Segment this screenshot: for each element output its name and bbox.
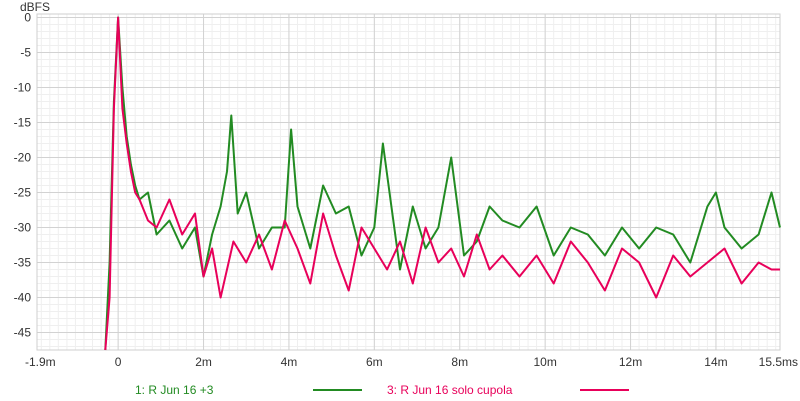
x-tick-label: -1.9m [25,355,56,369]
legend-label-1: 1: R Jun 16 +3 [135,383,214,397]
x-tick-label: 12m [619,355,642,369]
x-tick-label: 8m [451,355,468,369]
legend: 1: R Jun 16 +3 3: R Jun 16 solo cupola [135,383,629,397]
y-tick-label: -45 [14,326,32,340]
x-axis-ticks: -1.9m 0 2m 4m 6m 8m 10m 12m 14m 15.5ms [25,355,798,369]
y-tick-label: -25 [14,186,32,200]
x-tick-label: 14m [704,355,727,369]
y-axis-ticks: 0 -5 -10 -15 -20 -25 -30 -35 -40 -45 [14,11,32,340]
series-line-2 [104,16,780,351]
x-tick-label: 6m [366,355,383,369]
y-tick-label: -20 [14,151,32,165]
x-tick-label: 2m [195,355,212,369]
y-axis-unit-label: dBFS [20,0,50,14]
y-tick-label: -40 [14,291,32,305]
y-tick-label: 0 [24,11,31,25]
x-tick-label: 0 [115,355,122,369]
plot-frame [36,13,781,351]
y-tick-label: -15 [14,116,32,130]
y-tick-label: -35 [14,256,32,270]
y-tick-label: -5 [20,46,31,60]
x-tick-label: 4m [281,355,298,369]
series-layer [104,16,781,351]
y-tick-label: -10 [14,81,32,95]
series-line-1 [104,16,781,351]
y-tick-label: -30 [14,221,32,235]
x-tick-label: 10m [533,355,556,369]
legend-label-2: 3: R Jun 16 solo cupola [387,383,513,397]
x-tick-label: 15.5ms [759,355,798,369]
